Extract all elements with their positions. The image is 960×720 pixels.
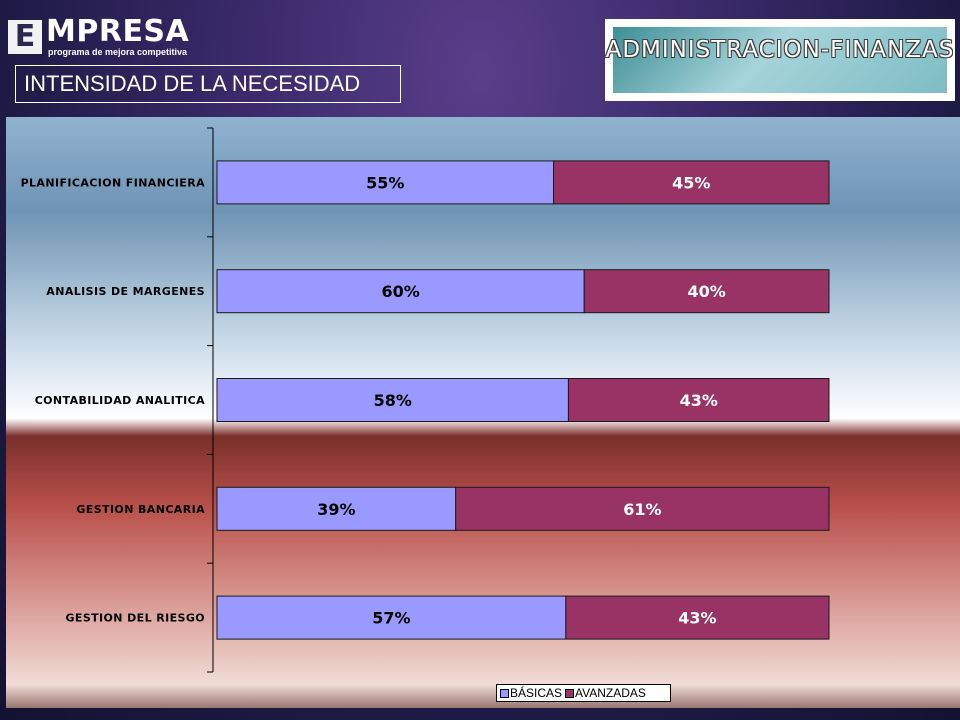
data-label: 43% [678, 609, 716, 628]
bar-avanzadas [567, 378, 830, 422]
bar-basicas [216, 160, 555, 205]
category-label: GESTION BANCARIA [76, 503, 205, 516]
legend-swatch-avanzadas [565, 689, 575, 699]
bar-avanzadas [553, 160, 830, 205]
legend-swatch-basicas [500, 689, 509, 699]
data-label: 57% [372, 609, 410, 628]
empresa-logo: E MPRESA programa de mejora competitiva [8, 14, 208, 58]
banner-text: ADMINISTRACION-FINANZAS [605, 37, 955, 63]
data-label: 45% [672, 173, 710, 192]
data-label: 43% [680, 391, 718, 410]
category-label: CONTABILIDAD ANALITICA [35, 394, 205, 407]
bar-basicas [216, 486, 457, 531]
data-label: 39% [317, 500, 355, 519]
legend-label-basicas: BÁSICAS [510, 686, 563, 700]
logo-tagline: programa de mejora competitiva [48, 47, 188, 57]
data-label: 61% [623, 500, 661, 519]
bar-basicas [216, 269, 585, 314]
category-label: PLANIFICACION FINANCIERA [21, 176, 206, 189]
section-banner: ADMINISTRACION-FINANZAS [605, 19, 955, 101]
data-label: 60% [381, 282, 419, 301]
bar-basicas [216, 595, 567, 640]
data-label: 55% [366, 173, 404, 192]
logo-word: MPRESA [46, 14, 190, 49]
data-label: 40% [687, 282, 725, 301]
chart-legend: BÁSICAS AVANZADAS [496, 684, 671, 702]
banner-background [613, 27, 947, 93]
category-label: ANALISIS DE MARGENES [46, 285, 205, 298]
section-title: INTENSIDAD DE LA NECESIDAD [15, 65, 401, 103]
bar-avanzadas [565, 595, 830, 640]
legend-label-avanzadas: AVANZADAS [575, 686, 646, 700]
bar-avanzadas [583, 269, 830, 314]
bar-avanzadas [455, 486, 830, 531]
logo-letter: E [8, 20, 42, 54]
category-label: GESTION DEL RIESGO [65, 612, 205, 625]
data-label: 58% [374, 391, 412, 410]
bar-basicas [216, 378, 569, 422]
